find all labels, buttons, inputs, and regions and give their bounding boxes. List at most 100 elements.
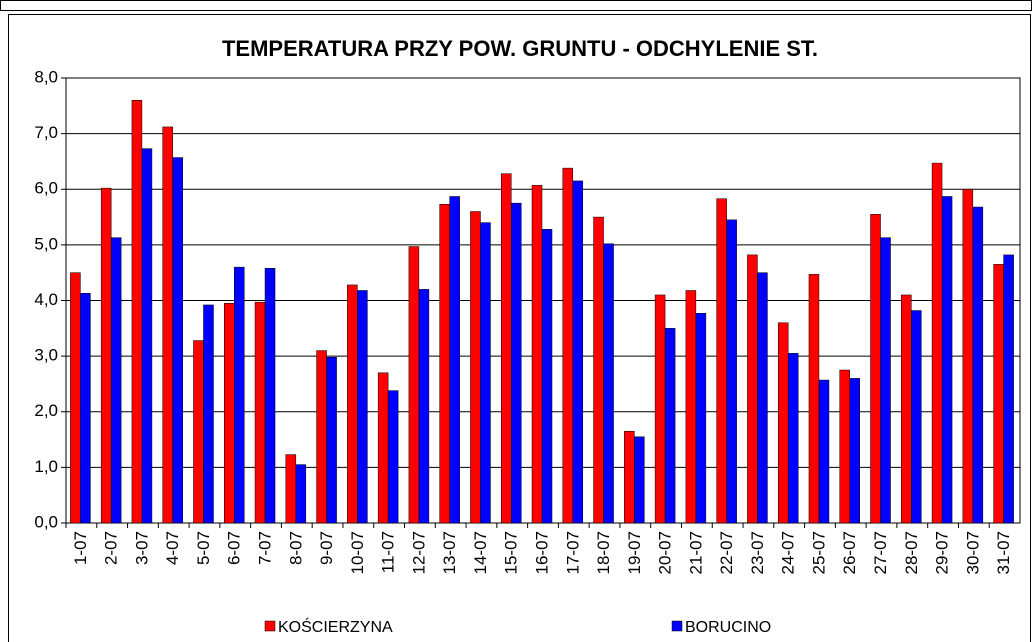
bar [572,180,584,524]
x-tick-label: 16-07 [532,531,551,574]
bar [131,100,143,524]
bar [603,243,614,524]
x-tick-label: 3-07 [132,531,151,565]
bar [439,204,450,524]
x-tick-label: 23-07 [748,531,767,574]
legend-label: BORUCINO [685,619,771,636]
y-tick-label: 4,0 [34,290,58,309]
bar [418,289,430,524]
bar [316,350,327,524]
y-tick-label: 6,0 [34,179,58,198]
x-tick-label: 19-07 [625,531,644,574]
bar [510,202,522,524]
x-tick-label: 31-07 [994,531,1013,574]
bar [901,294,912,524]
bar [295,464,307,524]
bar [357,290,368,524]
bar [264,267,276,524]
bar [162,126,173,524]
y-tick-label: 2,0 [34,401,58,420]
x-tick-label: 18-07 [594,531,613,574]
bar [839,369,850,524]
y-tick-label: 3,0 [34,346,58,365]
bar [562,167,574,524]
bar [808,274,820,524]
bar [326,356,337,524]
bar [1003,254,1014,524]
bar [747,254,758,524]
legend-label: KOŚCIERZYNA [278,617,393,636]
bar [911,310,922,524]
bar [387,390,399,524]
x-tick-label: 4-07 [163,531,182,565]
bar [203,304,214,524]
bar [593,216,604,524]
bar [870,214,881,524]
bar [224,303,235,524]
x-tick-label: 29-07 [933,531,952,574]
bar [531,185,543,524]
bar [972,206,984,524]
bar [685,290,697,524]
x-tick-label: 7-07 [256,531,275,565]
bar [993,264,1004,524]
x-tick-label: 9-07 [317,531,336,565]
chart-title: TEMPERATURA PRZY POW. GRUNTU - ODCHYLENI… [222,36,818,61]
x-tick-label: 27-07 [871,531,890,574]
bar [80,293,91,524]
x-tick-label: 1-07 [71,531,90,565]
x-tick-label: 8-07 [286,531,305,565]
x-tick-label: 10-07 [348,531,367,574]
x-tick-label: 24-07 [779,531,798,574]
top-strip [0,0,1032,11]
bar [70,272,81,524]
x-tick-label: 12-07 [409,531,428,574]
x-tick-label: 17-07 [563,531,582,574]
bar [849,378,860,524]
bar [480,222,491,524]
bar [634,436,645,524]
x-tick-label: 22-07 [717,531,736,574]
bar [624,430,635,524]
bar [347,284,358,524]
x-tick-label: 11-07 [379,531,398,573]
legend-swatch [264,620,276,632]
bar [234,266,245,524]
x-tick-label: 30-07 [963,531,982,574]
bar [449,196,460,524]
x-tick-label: 14-07 [471,531,490,574]
x-tick-label: 6-07 [225,531,244,565]
bar [100,187,112,524]
x-tick-label: 5-07 [194,531,213,565]
x-tick-label: 2-07 [102,531,121,565]
bar [470,211,481,524]
bar [931,162,943,524]
bar [254,301,266,524]
bar [716,198,727,524]
y-tick-label: 8,0 [34,67,58,86]
y-tick-label: 7,0 [34,123,58,142]
bar [726,219,737,524]
x-tick-label: 21-07 [686,531,705,574]
x-tick-label: 25-07 [809,531,828,574]
legend-swatch [671,620,683,632]
bar [377,372,389,524]
bar [880,237,891,524]
bar [408,246,420,524]
x-tick-label: 26-07 [840,531,859,574]
bar [818,379,830,524]
bar [193,340,204,524]
bar [777,322,789,524]
x-tick-label: 13-07 [440,531,459,574]
bar [962,189,974,524]
x-tick-label: 20-07 [656,531,675,574]
bar [110,237,122,524]
bar [787,353,799,524]
bar [941,196,953,524]
x-tick-label: 28-07 [902,531,921,574]
bar [664,328,676,524]
bar [285,454,297,524]
bar [141,148,153,524]
y-tick-label: 0,0 [34,512,58,531]
